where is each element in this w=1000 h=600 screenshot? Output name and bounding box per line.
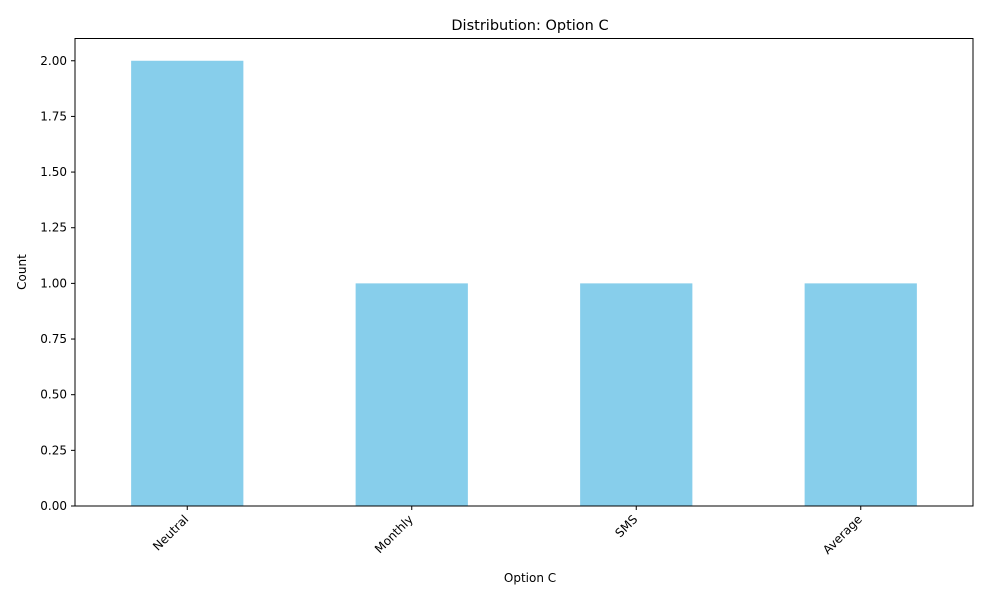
y-tick-label: 1.00 (40, 276, 67, 290)
x-axis-label: Option C (504, 571, 556, 585)
y-tick-label: 0.50 (40, 388, 67, 402)
y-tick-label: 0.25 (40, 443, 67, 457)
bar-monthly (355, 283, 468, 506)
plot-frame (74, 38, 974, 507)
y-tick-label: 2.00 (40, 54, 67, 68)
bar-sms (580, 283, 693, 506)
y-tick-label: 1.25 (40, 221, 67, 235)
plot-area: 0.000.250.500.751.001.251.501.752.00Neut… (40, 54, 917, 557)
bar-average (804, 283, 917, 506)
y-tick-label: 1.50 (40, 165, 67, 179)
chart-title: Distribution: Option C (451, 18, 608, 34)
bar-neutral (131, 60, 244, 507)
y-axis-label: Count (15, 254, 29, 290)
y-tick-label: 0.00 (40, 499, 67, 513)
y-tick-label: 0.75 (40, 332, 67, 346)
y-tick-label: 1.75 (40, 109, 67, 123)
